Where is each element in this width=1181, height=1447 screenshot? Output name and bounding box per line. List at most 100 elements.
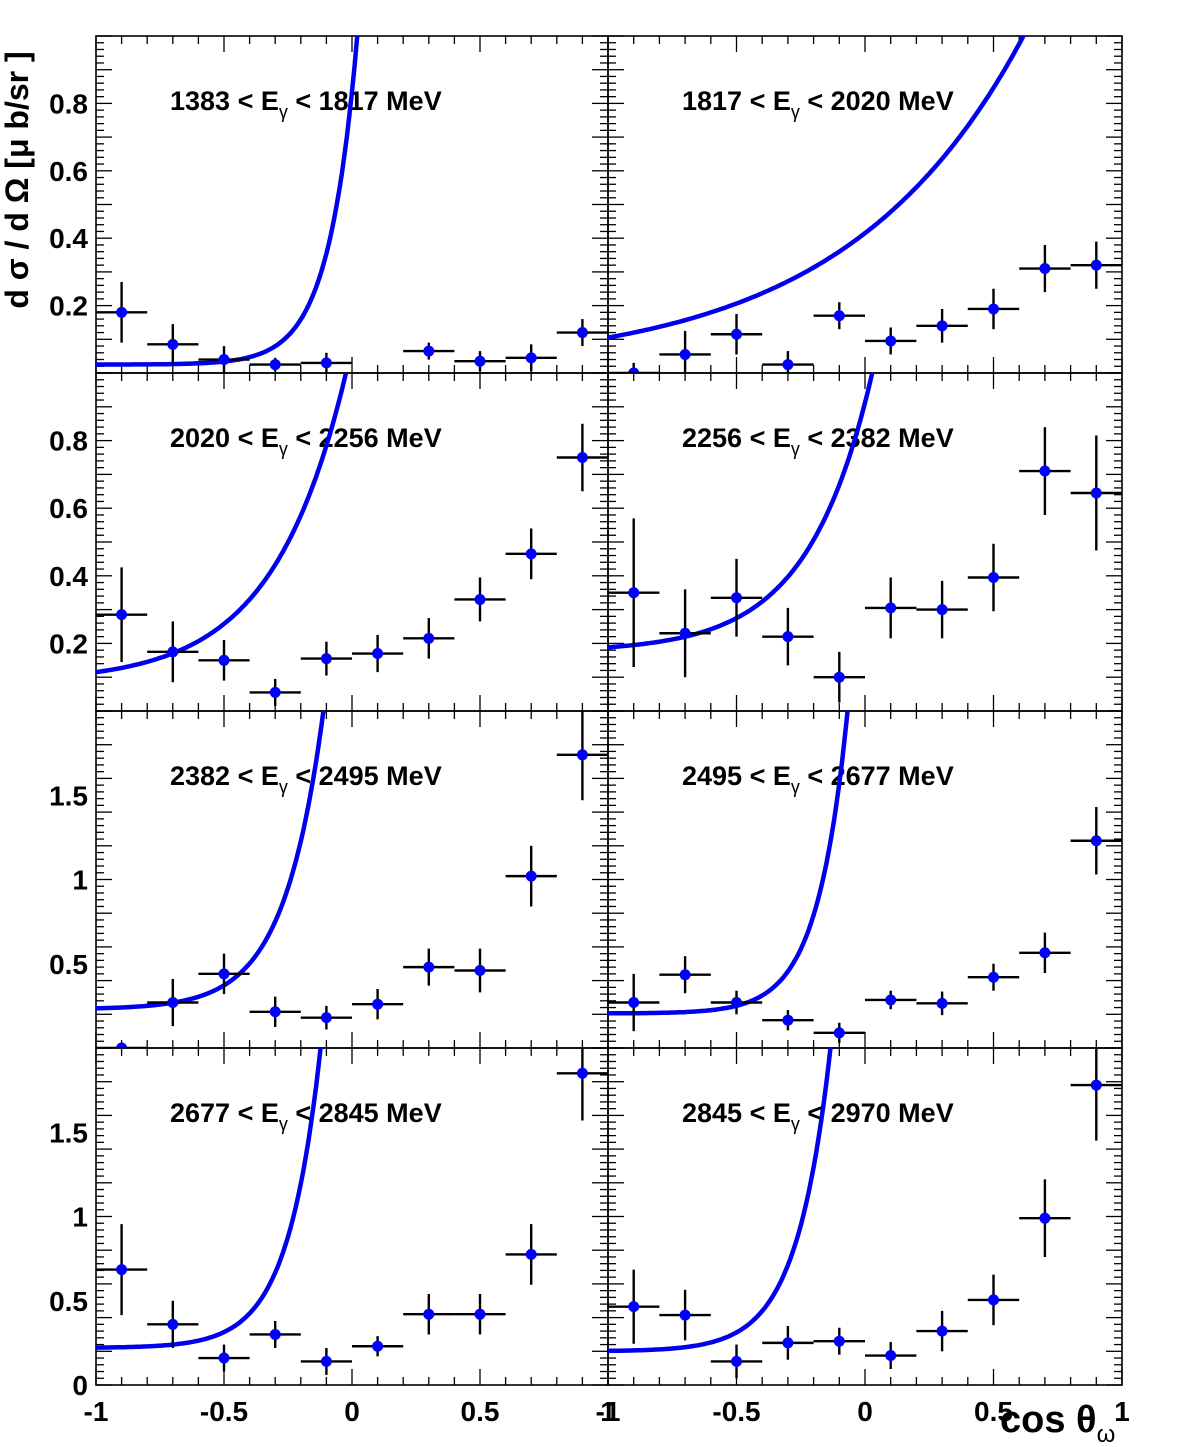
- data-point: [988, 1294, 999, 1306]
- data-point: [167, 1318, 179, 1330]
- panel-title: 2020 < Eγ < 2256 MeV: [170, 423, 442, 459]
- y-tick-label: 0.2: [49, 291, 88, 322]
- panel: 2256 < Eγ < 2382 MeV: [607, 372, 1123, 712]
- panel-title-right: < 2677 MeV: [800, 761, 954, 791]
- data-point: [936, 997, 948, 1009]
- data-point: [782, 359, 794, 371]
- data-point: [628, 587, 640, 599]
- data-point: [936, 604, 948, 616]
- data-point: [372, 998, 384, 1010]
- panel-content: [96, 373, 608, 706]
- data-point: [576, 749, 588, 761]
- data-point: [988, 571, 999, 583]
- x-tick-label: -1: [596, 1396, 621, 1427]
- data-point: [372, 648, 384, 660]
- data-point: [474, 355, 486, 367]
- y-tick-label: 0.4: [49, 561, 88, 592]
- data-point: [628, 1301, 640, 1313]
- panel-title-right: < 1817 MeV: [288, 86, 442, 116]
- data-point: [116, 609, 128, 621]
- panel-title-subscript: γ: [791, 439, 800, 459]
- y-tick-label: 0.4: [49, 223, 88, 254]
- fit-curve: [608, 373, 875, 650]
- data-point: [269, 1328, 281, 1340]
- data-point: [679, 348, 691, 360]
- data-point: [628, 367, 640, 373]
- data-point: [731, 592, 742, 604]
- data-point: [576, 452, 588, 463]
- panel-title-right: < 2020 MeV: [800, 86, 954, 116]
- fit-curve: [96, 36, 360, 367]
- data-point: [782, 1014, 794, 1026]
- data-point: [833, 1027, 845, 1039]
- panel: 0.2 0.4 0.6 0.8 1383 < Eγ < 1817 MeV: [49, 35, 609, 374]
- data-point: [218, 654, 230, 666]
- panel-title-left: 2256 < E: [682, 423, 791, 453]
- fit-curve: [96, 1048, 323, 1350]
- data-point: [679, 627, 691, 639]
- data-point: [576, 327, 588, 339]
- panel-title-left: 1383 < E: [170, 86, 279, 116]
- panel-title-left: 2677 < E: [170, 1098, 279, 1128]
- y-tick-label: 0.8: [49, 88, 88, 119]
- y-tick-label: 1: [72, 1202, 88, 1233]
- panel-title-subscript: γ: [791, 1114, 800, 1134]
- panel-title-subscript: γ: [279, 439, 288, 459]
- panel: 0.2 0.4 0.6 0.8 2020 < Eγ < 2256 MeV: [49, 372, 609, 712]
- panel-title: 2256 < Eγ < 2382 MeV: [682, 423, 954, 459]
- y-tick-label: 0.6: [49, 493, 88, 524]
- data-point: [525, 1248, 537, 1260]
- data-point: [936, 320, 948, 332]
- data-point: [218, 968, 230, 980]
- data-point: [1090, 259, 1102, 271]
- panel-content: [96, 36, 608, 373]
- y-tick-label: 0: [72, 1370, 88, 1401]
- data-point: [885, 602, 897, 614]
- data-point: [936, 1325, 948, 1337]
- data-point: [1090, 835, 1102, 847]
- x-axis-title-subscript: ω: [1097, 1421, 1116, 1442]
- data-point: [269, 1006, 281, 1018]
- data-point: [372, 1340, 384, 1352]
- x-tick-label: -1: [84, 1396, 109, 1427]
- data-point: [474, 593, 486, 605]
- data-point: [628, 997, 640, 1009]
- data-point: [988, 971, 999, 983]
- data-point: [1039, 947, 1051, 959]
- data-point: [679, 1309, 691, 1321]
- data-point: [833, 1335, 845, 1347]
- x-tick-label: 0: [344, 1396, 360, 1427]
- x-axis-title: cos θω: [1000, 1399, 1115, 1442]
- panel-title-subscript: γ: [279, 1114, 288, 1134]
- data-point: [525, 352, 537, 364]
- y-axis-title: d σ / d Ω [μ b/sr ]: [0, 51, 35, 308]
- y-tick-label: 0.5: [49, 949, 88, 980]
- data-point: [423, 961, 435, 973]
- panel-title-left: 2495 < E: [682, 761, 791, 791]
- x-tick-label: 0.5: [974, 1396, 1013, 1427]
- x-tick-label: -0.5: [200, 1396, 248, 1427]
- y-tick-label: 0.2: [49, 628, 88, 659]
- y-tick-label: 0.6: [49, 156, 88, 187]
- panel: 2495 < Eγ < 2677 MeV: [607, 710, 1123, 1049]
- panel: 0 0.5 1 1.5 -1 -0.5 0 0.5 1 2677 < Eγ < 2845 MeV: [49, 1047, 616, 1427]
- panel-content: [96, 711, 608, 1048]
- x-axis-title-main: cos θ: [1000, 1399, 1097, 1441]
- panels-layer: 0.20.40.60.8 1383 < Eγ < 1817 MeV 1817 < E…: [49, 35, 1130, 1427]
- data-point: [320, 1355, 332, 1367]
- panel-content: [608, 36, 1122, 373]
- data-point: [116, 1042, 128, 1048]
- data-point: [1039, 263, 1051, 275]
- panel: 1817 < Eγ < 2020 MeV: [607, 35, 1123, 374]
- x-tick-label: 1: [600, 1396, 616, 1427]
- panel-title: 1383 < Eγ < 1817 MeV: [170, 86, 442, 122]
- fit-curve: [96, 373, 349, 675]
- y-tick-label: 1.5: [49, 780, 88, 811]
- data-point: [167, 997, 179, 1009]
- panel-title-subscript: γ: [791, 102, 800, 122]
- data-point: [988, 303, 999, 315]
- panel-title-left: 2020 < E: [170, 423, 279, 453]
- data-point: [423, 1308, 435, 1320]
- data-point: [167, 338, 179, 350]
